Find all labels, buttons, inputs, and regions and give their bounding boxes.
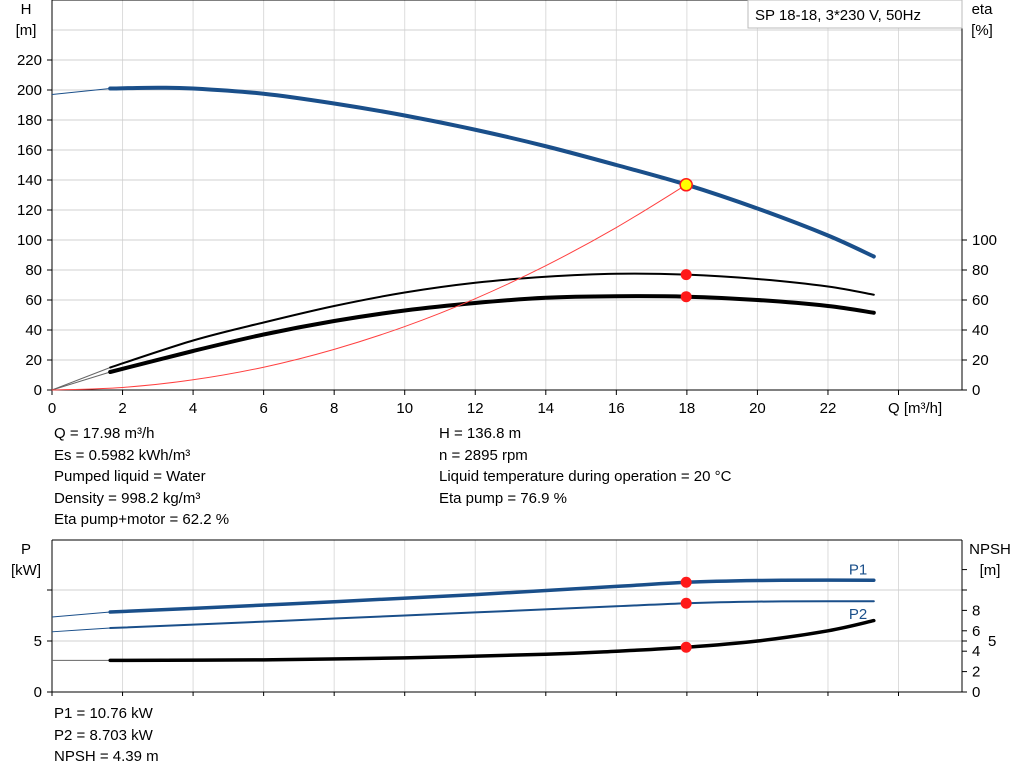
readout-eta-pump: Eta pump = 76.9 % bbox=[439, 489, 567, 507]
marker-P1_point bbox=[680, 576, 692, 588]
marker-eta_total_point bbox=[680, 291, 692, 303]
x-tick-label: 2 bbox=[118, 400, 126, 417]
x-tick-label: 6 bbox=[259, 400, 267, 417]
y-axis-unit-left: [kW] bbox=[11, 562, 41, 579]
readout-es: Es = 0.5982 kWh/m³ bbox=[54, 446, 191, 464]
series-extension-eta_pump bbox=[51, 367, 111, 391]
y-tick-label-right: 60 bbox=[972, 292, 989, 309]
legend-title: SP 18-18, 3*230 V, 50Hz bbox=[755, 7, 921, 24]
y-axis-unit-right: [m] bbox=[980, 562, 1001, 579]
series-line-eta_pump_motor bbox=[108, 294, 876, 374]
y-tick-label-left: 100 bbox=[17, 232, 42, 249]
legend-frame bbox=[747, 0, 963, 29]
y-tick-label-left: 20 bbox=[25, 352, 42, 369]
series-label-P1: P1 bbox=[849, 561, 867, 578]
readout-density: Density = 998.2 kg/m³ bbox=[54, 489, 201, 507]
y-tick-label-right: 4 bbox=[972, 643, 980, 660]
readout-bottom: P1 = 10.76 kW P2 = 8.703 kW NPSH = 4.39 … bbox=[54, 703, 159, 768]
y-tick-label-left: 160 bbox=[17, 142, 42, 159]
legend-box: SP 18-18, 3*230 V, 50Hz bbox=[747, 0, 963, 29]
marker-NPSH_point bbox=[680, 641, 692, 653]
y-axis-unit-right: [%] bbox=[971, 22, 993, 39]
readout-q: Q = 17.98 m³/h bbox=[54, 425, 155, 442]
series-extension-H bbox=[51, 88, 111, 95]
series-extension-eta_pump_motor bbox=[51, 371, 111, 391]
y-axis-title-left: H bbox=[21, 1, 32, 18]
series-line-H bbox=[108, 85, 876, 259]
duty-point-marker bbox=[679, 178, 693, 192]
x-axis-label: Q [m³/h] bbox=[888, 400, 942, 417]
x-tick-label: 20 bbox=[749, 400, 766, 417]
x-tick-label: 14 bbox=[537, 400, 554, 417]
readout-temp: Liquid temperature during operation = 20… bbox=[439, 468, 732, 485]
series-extension-P1 bbox=[51, 611, 111, 618]
readout-h: H = 136.8 m bbox=[439, 425, 522, 442]
x-tick-label: 0 bbox=[48, 400, 56, 417]
y-tick-label-left: 200 bbox=[17, 82, 42, 99]
y-tick-label-left: 80 bbox=[25, 262, 42, 279]
y-tick-label-right: 0 bbox=[972, 684, 980, 701]
y-axis-unit-left: [m] bbox=[16, 22, 37, 39]
y-tick-label-right: 80 bbox=[972, 262, 989, 279]
readout-right: H = 136.8 m n = 2895 rpm Liquid temperat… bbox=[439, 423, 731, 509]
readout-left: Q = 17.98 m³/h Es = 0.5982 kWh/m³ Pumped… bbox=[54, 423, 229, 531]
y-tick-label-left: 60 bbox=[25, 292, 42, 309]
x-tick-label: 12 bbox=[467, 400, 484, 417]
series-line-P2 bbox=[109, 600, 875, 630]
series-line-NPSH bbox=[108, 618, 876, 663]
y-tick-label-right: 2 bbox=[972, 664, 980, 681]
y-tick-label-left: 180 bbox=[17, 112, 42, 129]
y-tick-label-left: 220 bbox=[17, 52, 42, 69]
series-extension-P2 bbox=[51, 627, 111, 633]
y-tick-label-right: 20 bbox=[972, 352, 989, 369]
x-tick-label: 22 bbox=[820, 400, 837, 417]
y-tick-label-left: 5 bbox=[34, 633, 42, 650]
y-tick-label-right: 0 bbox=[972, 382, 980, 399]
y-tick-label-left: 140 bbox=[17, 172, 42, 189]
y-tick-label-right: 8 bbox=[972, 602, 980, 619]
y-tick-label-left: 120 bbox=[17, 202, 42, 219]
y-axis-title-left: P bbox=[21, 541, 31, 558]
readout-p2: P2 = 8.703 kW bbox=[54, 726, 153, 744]
y-tick-label-left: 40 bbox=[25, 322, 42, 339]
readout-eta-total: Eta pump+motor = 62.2 % bbox=[54, 511, 230, 528]
y-tick-label-right: 5 bbox=[988, 633, 996, 650]
y-tick-label-right: 6 bbox=[972, 623, 980, 640]
readout-npsh: NPSH = 4.39 m bbox=[54, 748, 159, 765]
y-tick-label-left: 0 bbox=[34, 684, 42, 701]
marker-P2_point bbox=[680, 597, 692, 609]
series-label-P2: P2 bbox=[849, 606, 867, 623]
y-tick-label-left: 0 bbox=[34, 382, 42, 399]
y-tick-label-right: 40 bbox=[972, 322, 989, 339]
readout-p1: P1 = 10.76 kW bbox=[54, 705, 153, 722]
performance-chart: 0204060801001201401601802002200204060801… bbox=[16, 0, 997, 417]
marker-eta_pump_point bbox=[680, 269, 692, 281]
y-tick-label-right: 100 bbox=[972, 232, 997, 249]
series-line-eta_pump bbox=[109, 272, 875, 369]
x-tick-label: 10 bbox=[396, 400, 413, 417]
x-tick-label: 4 bbox=[189, 400, 197, 417]
readout-n: n = 2895 rpm bbox=[439, 446, 528, 464]
series-line-system bbox=[51, 184, 687, 391]
readout-liquid: Pumped liquid = Water bbox=[54, 468, 206, 485]
x-tick-label: 18 bbox=[679, 400, 696, 417]
y-axis-title-right: eta bbox=[972, 1, 994, 18]
series-line-P1 bbox=[108, 578, 876, 614]
x-tick-label: 16 bbox=[608, 400, 625, 417]
y-axis-title-right: NPSH bbox=[969, 541, 1011, 558]
x-tick-label: 8 bbox=[330, 400, 338, 417]
